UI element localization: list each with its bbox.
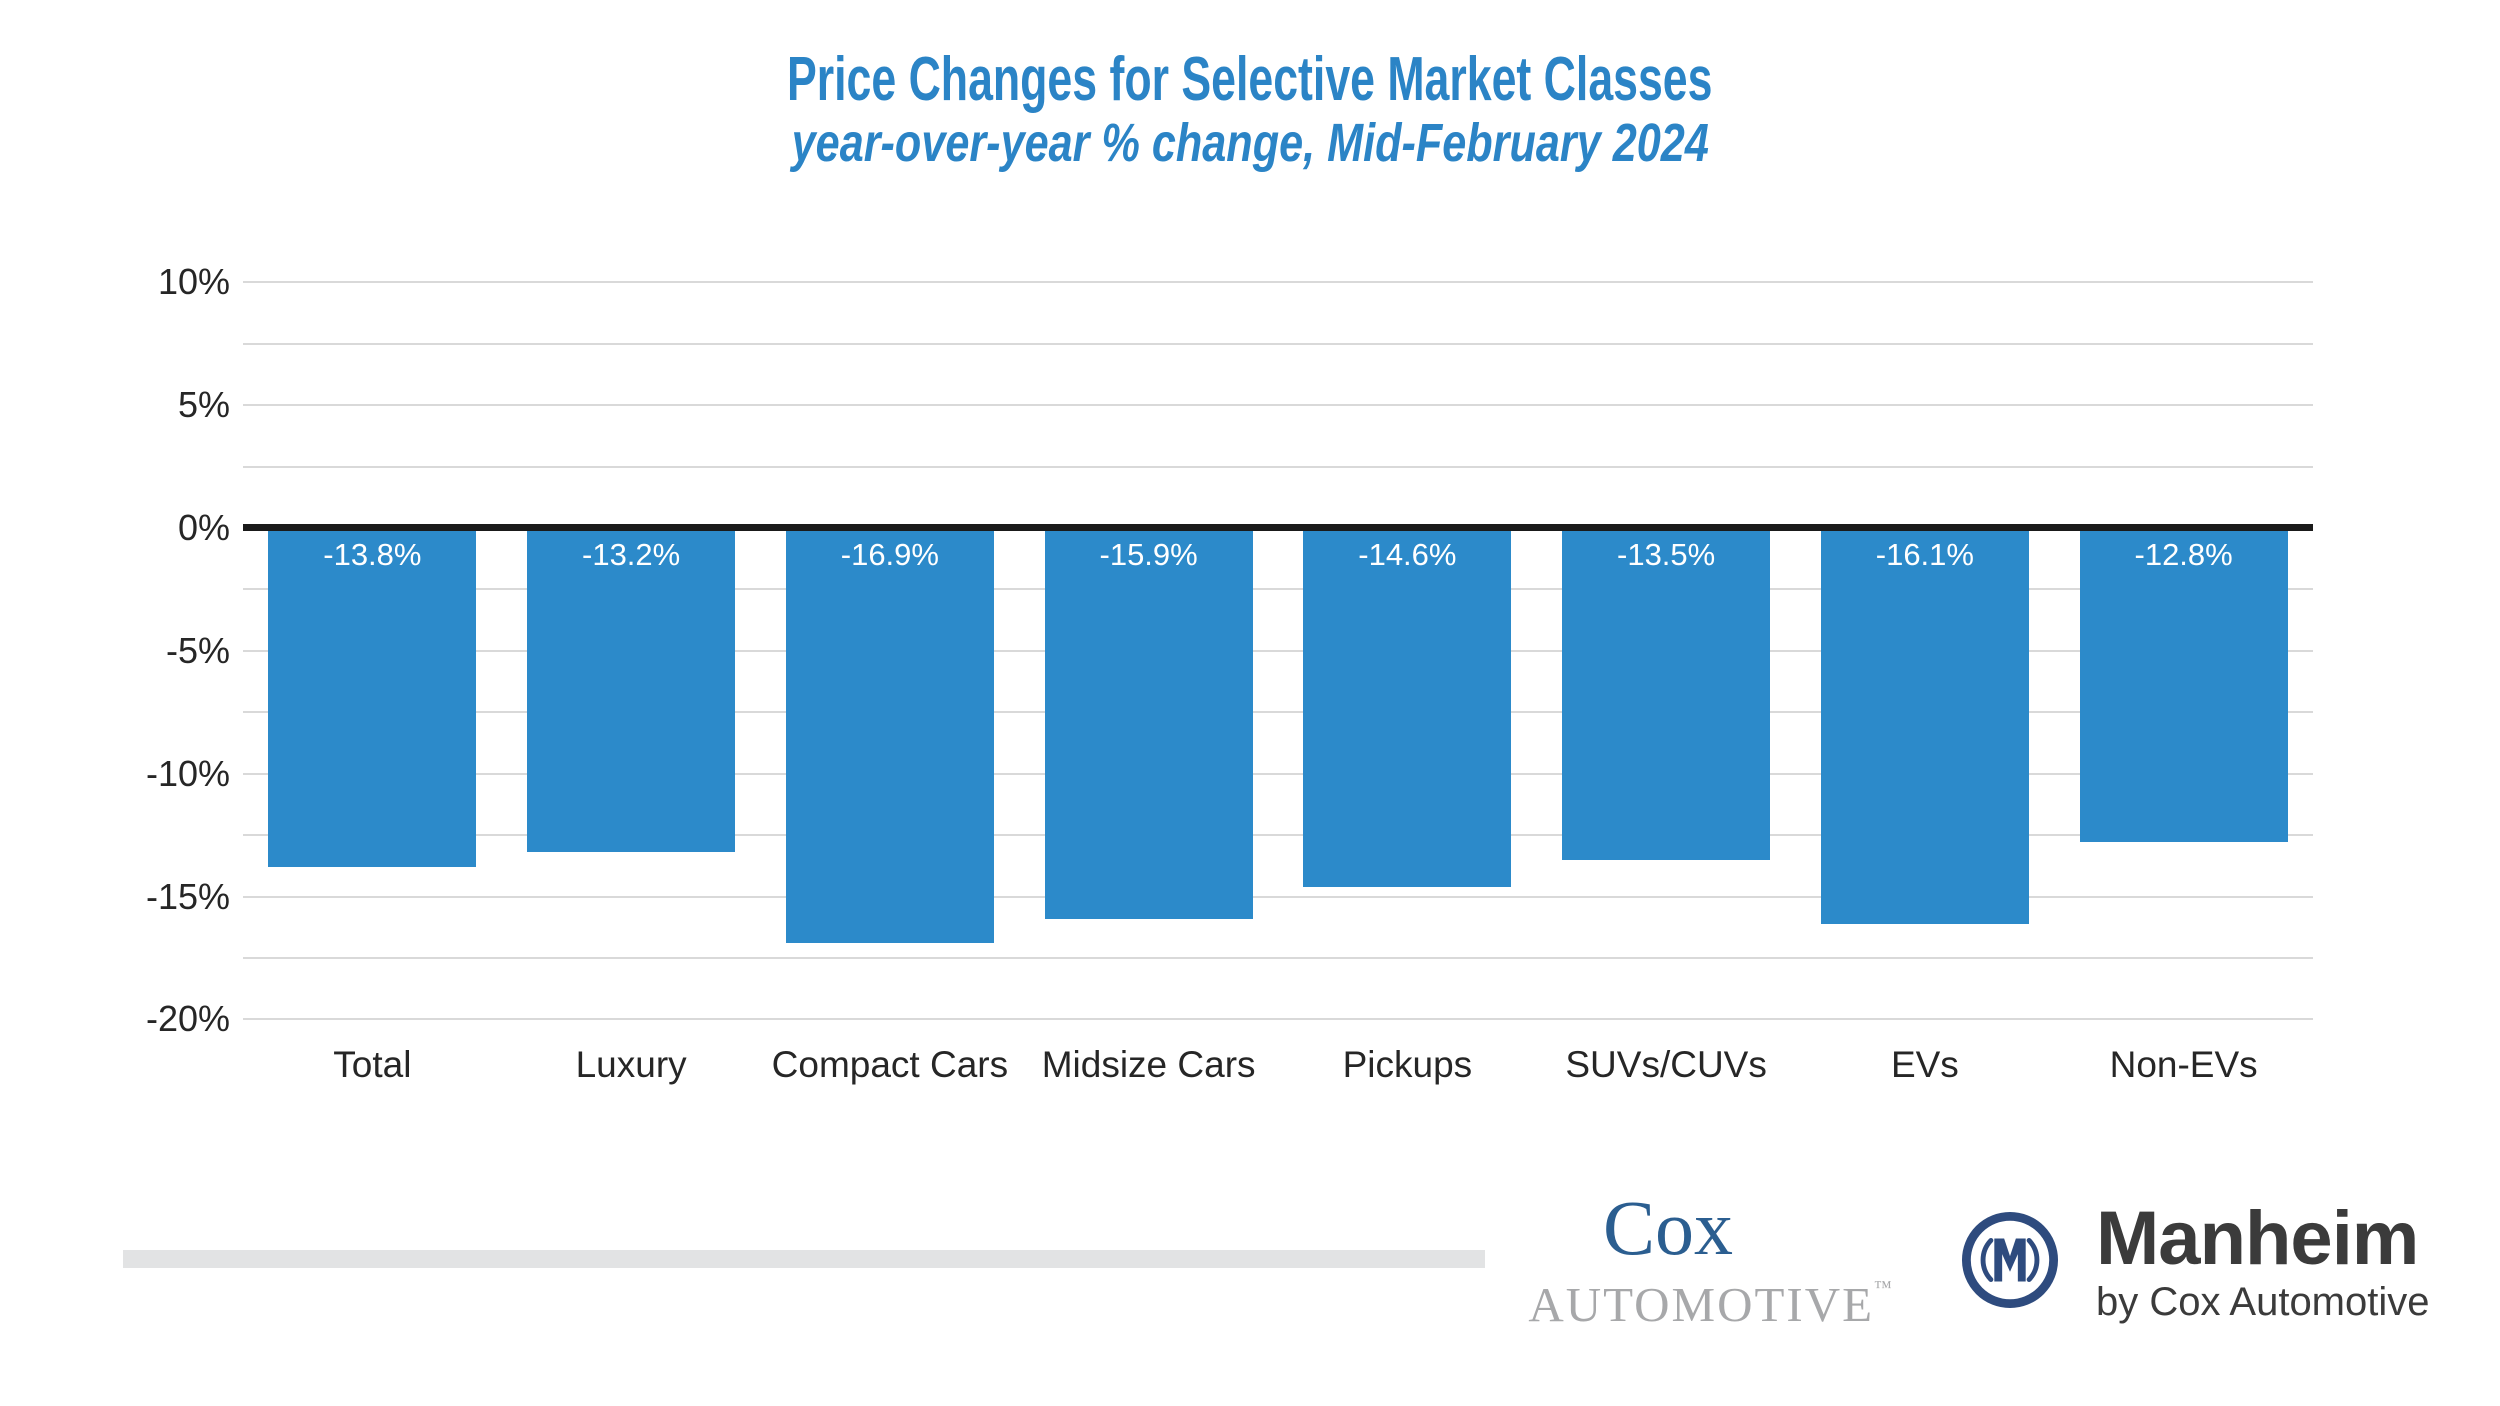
gridline <box>243 588 2313 591</box>
y-axis-tick-label: -15% <box>145 875 230 917</box>
cox-logo-automotive-text: AUTOMOTIVE™ <box>1500 1262 1920 1330</box>
manheim-wordmark: Manheim <box>2096 1196 2419 1281</box>
chart-title-text: Price Changes for Selective Market Class… <box>787 45 1713 114</box>
zero-baseline <box>243 524 2313 531</box>
footer-divider-bar <box>123 1250 1485 1268</box>
x-axis-category-label: Compact Cars <box>771 1044 1009 1085</box>
cox-logo-automotive-label: AUTOMOTIVE <box>1528 1277 1875 1332</box>
manheim-m-circle-icon <box>1961 1211 2059 1309</box>
manheim-byline: by Cox Automotive <box>2096 1280 2430 1324</box>
bar-value-label: -13.8% <box>323 537 422 572</box>
y-axis-tick-label: 10% <box>157 261 230 303</box>
gridline <box>243 281 2313 284</box>
bar: -14.6% <box>1303 530 1512 887</box>
gridline <box>243 711 2313 714</box>
x-axis-category-label: Midsize Cars <box>1041 1044 1256 1085</box>
bar: -13.8% <box>268 530 477 868</box>
y-axis-tick-label: 5% <box>177 384 230 426</box>
gridline <box>243 772 2313 775</box>
y-axis-tick-label: -5% <box>165 629 230 671</box>
bar: -12.8% <box>2079 530 2288 843</box>
x-axis-category-label: Total <box>333 1044 412 1085</box>
chart-title: Price Changes for Selective Market Class… <box>0 46 2500 114</box>
chart-subtitle: year-over-year % change, Mid-February 20… <box>0 112 2500 174</box>
gridline <box>243 1018 2313 1021</box>
bar-value-label: -16.1% <box>1875 537 1974 572</box>
gridline <box>243 895 2313 898</box>
x-axis-category-label: EVs <box>1890 1044 1959 1085</box>
gridline <box>243 834 2313 837</box>
x-axis-category-label: Luxury <box>575 1044 687 1085</box>
bar: -16.9% <box>785 530 994 944</box>
trademark-symbol: ™ <box>1874 1277 1892 1297</box>
y-axis-tick-label: -10% <box>145 752 230 794</box>
bar-value-label: -13.5% <box>1617 537 1716 572</box>
y-axis-tick-label: 0% <box>177 507 230 548</box>
gridline <box>243 465 2313 468</box>
gridline <box>243 342 2313 345</box>
x-axis-category-label: Non-EVs <box>2109 1044 2258 1085</box>
gridline <box>243 956 2313 959</box>
chart-subtitle-text: year-over-year % change, Mid-February 20… <box>791 113 1709 173</box>
y-axis-tick-label: -20% <box>145 998 230 1040</box>
gridline <box>243 649 2313 652</box>
gridline <box>243 404 2313 407</box>
bar-value-label: -13.2% <box>582 537 681 572</box>
bar-value-label: -16.9% <box>840 537 939 572</box>
cox-logo-wordmark: Cox <box>1602 1184 1734 1271</box>
x-axis-category-label: SUVs/CUVs <box>1565 1044 1767 1085</box>
bar: -13.2% <box>527 530 736 853</box>
x-axis-category-label: Pickups <box>1342 1044 1473 1085</box>
manheim-wordmark-block: Manheim by Cox Automotive <box>2096 1196 2430 1325</box>
bar: -15.9% <box>1044 530 1253 919</box>
bar: -13.5% <box>1562 530 1771 860</box>
bar-value-label: -15.9% <box>1099 537 1198 572</box>
bar-value-label: -14.6% <box>1358 537 1457 572</box>
bar-value-label: -12.8% <box>2134 537 2233 572</box>
cox-automotive-logo: Cox AUTOMOTIVE™ <box>1500 1188 1920 1330</box>
bar: -16.1% <box>1820 530 2029 924</box>
